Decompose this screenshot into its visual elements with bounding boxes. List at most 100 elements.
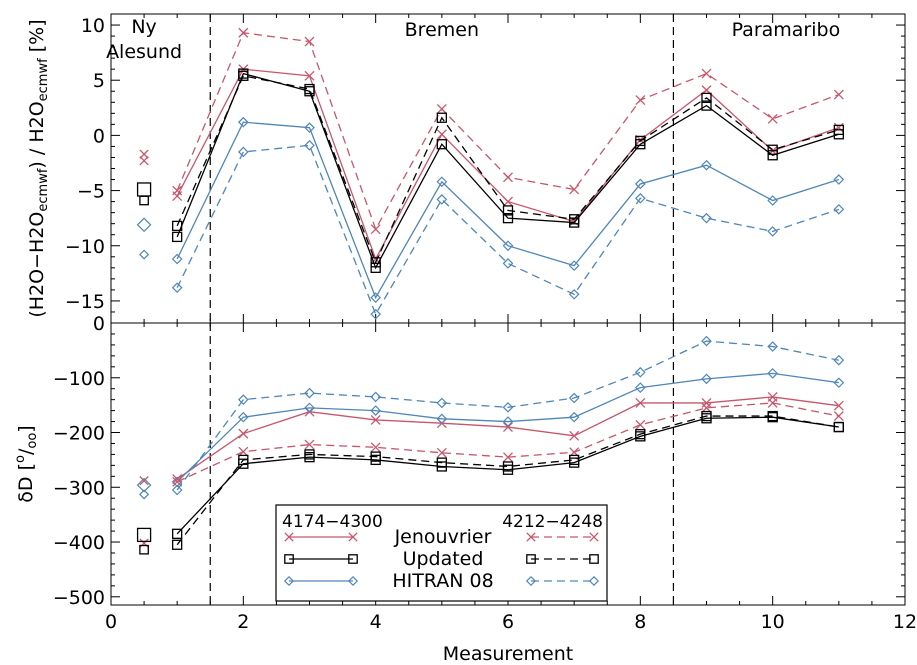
top-ytick-label: 5 bbox=[93, 70, 105, 92]
bottom-data-point bbox=[370, 391, 382, 403]
top-data-point bbox=[635, 95, 646, 106]
bottom-data-point bbox=[569, 430, 580, 441]
bottom-y-axis-label-part: o bbox=[13, 455, 28, 463]
bottom-xtick-label: 12 bbox=[893, 611, 917, 633]
top-data-point bbox=[172, 231, 183, 243]
bottom-data-point bbox=[503, 422, 513, 432]
top-data-point bbox=[701, 68, 712, 79]
bottom-xtick-label: 2 bbox=[237, 611, 249, 633]
bottom-ny-alesund-point bbox=[136, 527, 152, 543]
top-ny-alesund-point bbox=[139, 249, 150, 260]
top-ny-alesund-point bbox=[136, 217, 152, 233]
top-y-axis-label-part: (H2O−H2O bbox=[26, 212, 48, 318]
legend-label: Updated bbox=[403, 548, 484, 570]
top-series-line bbox=[176, 121, 840, 300]
bottom-data-point bbox=[436, 447, 447, 458]
bottom-ny-alesund-point bbox=[139, 544, 149, 555]
legend-header-right: 4212−4248 bbox=[502, 512, 603, 532]
bottom-data-point bbox=[172, 476, 183, 487]
bottom-data-point bbox=[635, 419, 646, 430]
bottom-data-point bbox=[370, 442, 381, 453]
top-data-point bbox=[503, 196, 513, 207]
top-data-point bbox=[304, 122, 315, 134]
top-data-point bbox=[502, 258, 514, 269]
legend-box bbox=[275, 504, 608, 602]
legend-marker bbox=[284, 554, 294, 564]
bottom-xtick-label: 6 bbox=[502, 611, 514, 633]
legend-marker bbox=[347, 575, 359, 587]
bottom-ny-alesund-point bbox=[136, 477, 152, 493]
bottom-data-point bbox=[634, 366, 646, 378]
bottom-ytick-label: −400 bbox=[53, 532, 105, 554]
bottom-xtick-label: 8 bbox=[634, 611, 646, 633]
bottom-y-axis-label: δD [o/oo] bbox=[13, 425, 40, 502]
top-data-point bbox=[833, 122, 844, 133]
legend-marker bbox=[283, 575, 295, 587]
bottom-y-axis-label-part: ] bbox=[15, 425, 37, 432]
top-y-axis-label-part: [%] bbox=[26, 19, 48, 58]
top-data-point bbox=[833, 174, 845, 185]
bottom-data-point bbox=[833, 377, 845, 389]
top-data-point bbox=[436, 103, 447, 114]
top-data-point bbox=[569, 214, 580, 225]
legend-marker bbox=[526, 554, 536, 564]
top-data-point bbox=[436, 129, 447, 140]
bottom-ny-alesund-point bbox=[139, 489, 150, 500]
top-panel: 10 5 0 −5 −10 −15 Ny Alesund Bremen Paramaribo (H2… bbox=[26, 13, 906, 324]
bottom-data-point bbox=[701, 397, 712, 408]
top-data-point bbox=[237, 146, 249, 158]
bottom-data-point bbox=[304, 449, 315, 460]
top-data-point bbox=[701, 212, 712, 224]
top-ytick-label: −5 bbox=[77, 181, 105, 203]
bottom-ytick-label: 0 bbox=[93, 313, 105, 335]
bottom-data-point bbox=[502, 416, 514, 427]
top-data-point bbox=[172, 185, 183, 196]
top-data-point bbox=[238, 70, 249, 81]
top-data-point bbox=[634, 178, 646, 190]
bottom-data-point bbox=[568, 411, 580, 423]
region-label: Bremen bbox=[405, 19, 479, 41]
bottom-series-line bbox=[176, 372, 839, 483]
top-data-point bbox=[502, 213, 514, 224]
top-series-line bbox=[176, 68, 840, 261]
top-data-point bbox=[436, 139, 447, 150]
bottom-data-point bbox=[238, 428, 249, 439]
bottom-data-point bbox=[237, 394, 249, 406]
bottom-data-point bbox=[502, 401, 514, 413]
top-data-point bbox=[701, 100, 712, 111]
bottom-data-point bbox=[833, 400, 844, 411]
legend-label: Jenouvrier bbox=[394, 526, 492, 548]
bottom-data-point bbox=[767, 368, 779, 379]
bottom-data-point bbox=[370, 451, 381, 462]
region-label: Alesund bbox=[106, 41, 182, 63]
bottom-data-point bbox=[634, 382, 646, 393]
bottom-data-point bbox=[436, 413, 448, 425]
legend-marker bbox=[526, 532, 536, 542]
bottom-series-line bbox=[176, 340, 839, 491]
bottom-data-point bbox=[238, 446, 249, 457]
bottom-y-axis-label-part: δD [ bbox=[15, 463, 37, 503]
top-data-point bbox=[172, 220, 183, 232]
top-data-point bbox=[171, 282, 183, 294]
top-data-point bbox=[767, 113, 778, 124]
top-series-line bbox=[176, 75, 840, 264]
top-ytick-label: −15 bbox=[65, 291, 105, 313]
top-data-point bbox=[833, 124, 844, 136]
top-data-point bbox=[767, 144, 778, 155]
top-data-point bbox=[568, 260, 580, 271]
bottom-data-point bbox=[701, 402, 712, 413]
legend-header-left: 4174−4300 bbox=[282, 512, 383, 532]
top-data-point bbox=[436, 176, 448, 188]
bottom-data-point bbox=[172, 539, 183, 550]
bottom-ny-alesund-point bbox=[139, 476, 149, 486]
top-data-point bbox=[304, 70, 315, 81]
top-data-point bbox=[436, 112, 447, 123]
top-data-point bbox=[833, 203, 845, 215]
legend-marker bbox=[525, 575, 537, 587]
top-data-point bbox=[701, 159, 712, 171]
bottom-data-point bbox=[701, 373, 712, 385]
top-y-axis-label: (H2O−H2Oecmwf) / H2Oecmwf [%] bbox=[26, 19, 51, 317]
region-label: Paramaribo bbox=[732, 19, 841, 41]
